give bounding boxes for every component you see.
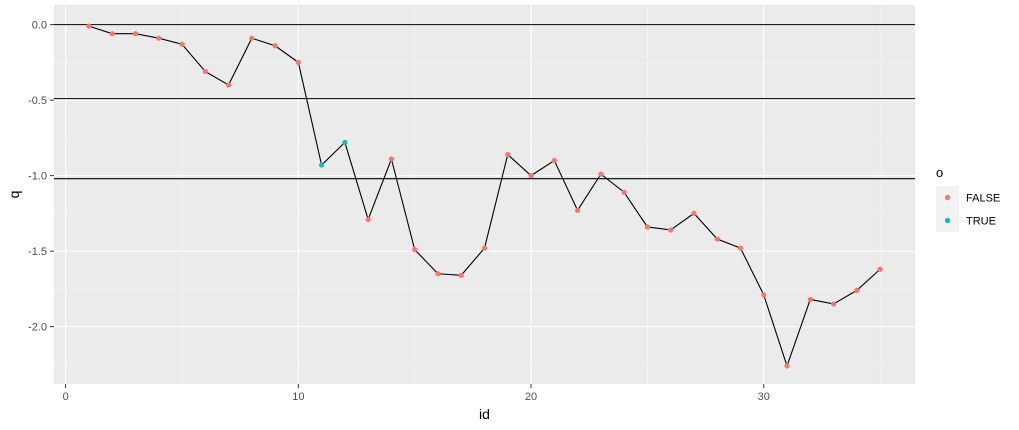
minor-gridlines xyxy=(54,5,915,384)
data-point xyxy=(551,157,557,164)
data-point xyxy=(412,247,418,253)
data-point xyxy=(481,245,488,251)
data-point xyxy=(295,59,301,65)
data-point xyxy=(342,139,348,146)
data-points xyxy=(86,23,883,369)
data-point xyxy=(737,245,744,251)
y-tick-label: -1.0 xyxy=(28,171,47,183)
legend: o FALSE TRUE xyxy=(936,165,1000,232)
data-point xyxy=(86,23,92,29)
data-point xyxy=(691,210,697,216)
data-point xyxy=(272,43,278,49)
data-point xyxy=(458,272,464,278)
data-point xyxy=(714,236,720,242)
data-point xyxy=(574,207,581,213)
legend-key-point xyxy=(944,194,951,201)
y-tick-label: -2.0 xyxy=(28,322,47,334)
data-point xyxy=(528,173,534,179)
data-point xyxy=(854,287,860,293)
data-point xyxy=(621,189,627,195)
y-axis-title: q xyxy=(6,191,22,199)
x-axis-title: id xyxy=(479,406,490,422)
legend-key-point xyxy=(944,217,951,224)
data-point xyxy=(202,68,208,75)
y-axis: 0.0 -0.5 -1.0 -1.5 -2.0 xyxy=(28,20,54,334)
data-point xyxy=(877,266,883,272)
data-point xyxy=(156,35,162,41)
data-point xyxy=(830,301,837,307)
data-point xyxy=(505,151,511,158)
plot-panel xyxy=(54,5,915,384)
x-tick-label: 10 xyxy=(292,391,304,403)
data-point xyxy=(668,227,674,233)
data-point xyxy=(388,156,395,162)
data-point xyxy=(179,41,185,47)
reference-lines xyxy=(54,24,915,180)
y-tick-label: -1.5 xyxy=(28,246,47,258)
x-axis: 0 10 20 30 xyxy=(63,384,770,403)
data-point xyxy=(365,216,371,223)
legend-label: TRUE xyxy=(966,216,996,228)
data-point xyxy=(109,31,115,37)
legend-title: o xyxy=(936,165,943,180)
legend-keys: FALSE TRUE xyxy=(936,186,1000,232)
data-point xyxy=(249,35,255,41)
data-point xyxy=(435,271,441,277)
data-point xyxy=(761,292,767,298)
data-point xyxy=(225,82,232,88)
legend-label: FALSE xyxy=(966,193,1000,205)
data-point xyxy=(644,224,650,230)
x-tick-label: 0 xyxy=(63,391,69,403)
data-point xyxy=(807,296,813,303)
x-tick-label: 30 xyxy=(758,391,770,403)
data-point xyxy=(319,162,325,168)
y-tick-label: -0.5 xyxy=(28,95,47,107)
data-point xyxy=(598,171,604,177)
x-tick-label: 20 xyxy=(525,391,537,403)
data-point xyxy=(132,31,139,37)
y-tick-label: 0.0 xyxy=(32,20,47,32)
data-point xyxy=(784,363,790,369)
